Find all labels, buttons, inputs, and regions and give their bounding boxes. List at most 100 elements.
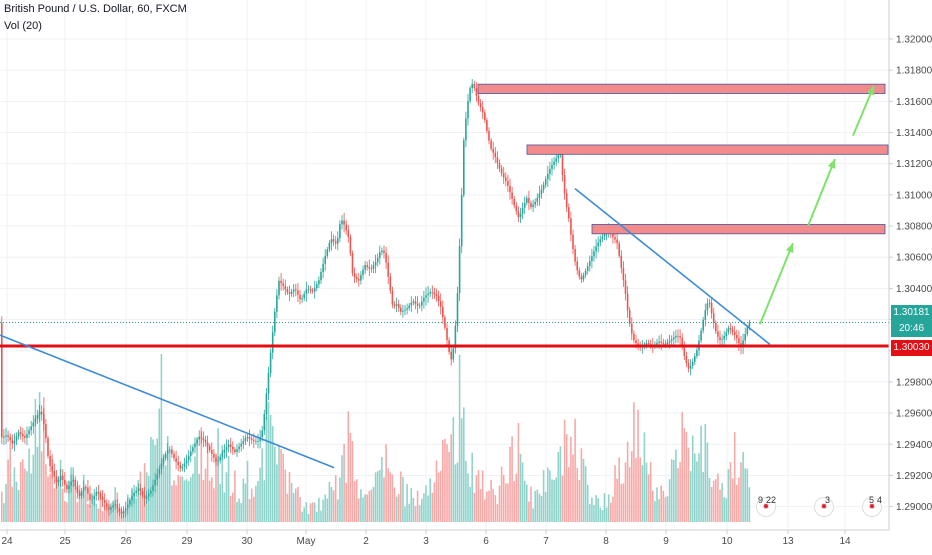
- volume-bar: [406, 484, 408, 522]
- candle-body: [143, 494, 146, 499]
- volume-bar: [267, 401, 270, 522]
- candle-body: [736, 334, 738, 339]
- candle-body: [536, 197, 539, 202]
- volume-bar: [477, 469, 480, 522]
- volume-bar: [7, 459, 9, 522]
- volume-bar: [599, 507, 602, 522]
- candle-body: [211, 450, 213, 454]
- candle-body: [97, 491, 100, 494]
- candle-body: [412, 301, 415, 303]
- volume-bar: [576, 468, 578, 522]
- volume-bar: [343, 443, 345, 522]
- candle-body: [542, 184, 545, 190]
- candle-body: [244, 438, 247, 442]
- volume-bar: [225, 472, 228, 522]
- event-badge-3[interactable]: ✹ 5 4: [860, 495, 886, 517]
- volume-bar: [656, 487, 658, 522]
- candle-body: [366, 265, 368, 267]
- candle-body: [208, 446, 211, 451]
- volume-bar: [372, 486, 375, 522]
- candle-body: [408, 305, 410, 309]
- volume-bar: [49, 473, 51, 522]
- candle-body: [185, 460, 188, 464]
- volume-bar: [733, 432, 736, 522]
- volume-bar: [22, 459, 24, 522]
- volume-bar: [103, 504, 106, 522]
- volume-bar: [458, 354, 461, 522]
- volume-bar: [303, 507, 305, 522]
- volume-bar: [668, 479, 671, 522]
- volume-bar: [645, 462, 648, 522]
- candle-body: [351, 253, 354, 274]
- volume-bar: [61, 488, 64, 522]
- resistance-zones: [477, 83, 889, 235]
- volume-bar: [232, 492, 234, 522]
- volume-bar: [460, 418, 463, 522]
- candle-body: [68, 485, 70, 490]
- candle-body: [513, 198, 515, 206]
- volume-bar: [540, 495, 543, 522]
- candle-body: [303, 293, 305, 299]
- candle-body: [656, 342, 658, 345]
- volume-bar: [387, 468, 389, 522]
- volume-bar: [292, 492, 295, 522]
- volume-bar: [488, 490, 490, 522]
- volume-bar: [412, 497, 415, 522]
- volume-bar: [593, 504, 595, 522]
- event-badge-1[interactable]: ✹ 9 22: [752, 495, 780, 517]
- event-badge-3-count2: 4: [877, 495, 883, 505]
- candle-body: [624, 280, 627, 294]
- candle-body: [158, 468, 161, 475]
- time-axis: 24 25 26 29 30 May 2 3 6 7 8 9 10 13 14: [0, 529, 932, 550]
- projection-arrow-3: [852, 85, 875, 137]
- candle-body: [213, 453, 215, 458]
- candle-body: [122, 510, 125, 514]
- volume-bar: [450, 434, 452, 522]
- candle-body: [183, 463, 186, 467]
- candle-body: [612, 233, 614, 238]
- candle-body: [723, 336, 725, 340]
- candle-body: [748, 322, 751, 328]
- volume-bar: [299, 497, 301, 522]
- time-tick-label: 26: [120, 536, 132, 547]
- candle-body: [599, 239, 602, 243]
- candle-body: [120, 511, 123, 514]
- volume-bar: [89, 505, 91, 522]
- event-badge-2[interactable]: ✹ 3: [812, 495, 834, 517]
- candle-body: [729, 328, 732, 330]
- volume-bar: [24, 468, 26, 522]
- candle-body: [421, 301, 423, 306]
- volume-bar: [181, 476, 184, 522]
- candle-body: [217, 460, 219, 462]
- volume-bar: [582, 458, 585, 522]
- candle-body: [385, 253, 387, 263]
- candle-body: [614, 237, 616, 240]
- candle-body: [198, 436, 200, 440]
- volume-bar: [30, 473, 32, 522]
- volume-bar: [742, 451, 744, 522]
- candle-body: [32, 422, 35, 427]
- volume-bar: [712, 480, 715, 522]
- candle-body: [13, 440, 16, 444]
- volume-bar: [206, 442, 209, 522]
- candle-body: [49, 456, 51, 467]
- volume-bar: [280, 449, 282, 522]
- volume-bar: [9, 443, 11, 522]
- volume-bar: [360, 489, 362, 522]
- volume-bar: [557, 452, 560, 522]
- candle-body: [47, 438, 49, 457]
- candle-body: [72, 479, 74, 482]
- event-badge-2-count: 3: [825, 495, 831, 505]
- volume-bar: [463, 407, 465, 522]
- candle-body: [290, 291, 293, 294]
- candle-body: [393, 304, 396, 306]
- candle-body: [307, 289, 310, 291]
- candle-body: [206, 442, 209, 447]
- time-tick-label: 6: [483, 536, 489, 547]
- candle-body: [150, 490, 152, 494]
- candle-body: [418, 305, 421, 307]
- candle-body: [410, 302, 413, 306]
- volume-bar: [490, 479, 492, 522]
